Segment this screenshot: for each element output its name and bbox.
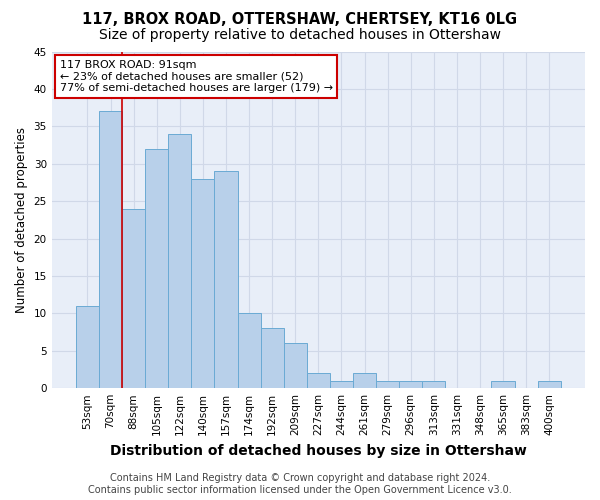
Bar: [99, 112, 122, 388]
Bar: [76, 306, 99, 388]
Bar: [214, 171, 238, 388]
Bar: [422, 380, 445, 388]
Bar: [191, 178, 214, 388]
Bar: [238, 314, 260, 388]
Text: 117 BROX ROAD: 91sqm
← 23% of detached houses are smaller (52)
77% of semi-detac: 117 BROX ROAD: 91sqm ← 23% of detached h…: [59, 60, 333, 93]
Bar: [168, 134, 191, 388]
Bar: [260, 328, 284, 388]
Bar: [399, 380, 422, 388]
Bar: [538, 380, 561, 388]
Text: 117, BROX ROAD, OTTERSHAW, CHERTSEY, KT16 0LG: 117, BROX ROAD, OTTERSHAW, CHERTSEY, KT1…: [82, 12, 518, 28]
Bar: [491, 380, 515, 388]
Bar: [330, 380, 353, 388]
Bar: [353, 373, 376, 388]
Text: Size of property relative to detached houses in Ottershaw: Size of property relative to detached ho…: [99, 28, 501, 42]
Bar: [307, 373, 330, 388]
Bar: [145, 149, 168, 388]
Bar: [122, 208, 145, 388]
Bar: [376, 380, 399, 388]
Y-axis label: Number of detached properties: Number of detached properties: [15, 127, 28, 313]
Text: Contains HM Land Registry data © Crown copyright and database right 2024.
Contai: Contains HM Land Registry data © Crown c…: [88, 474, 512, 495]
X-axis label: Distribution of detached houses by size in Ottershaw: Distribution of detached houses by size …: [110, 444, 527, 458]
Bar: [284, 344, 307, 388]
